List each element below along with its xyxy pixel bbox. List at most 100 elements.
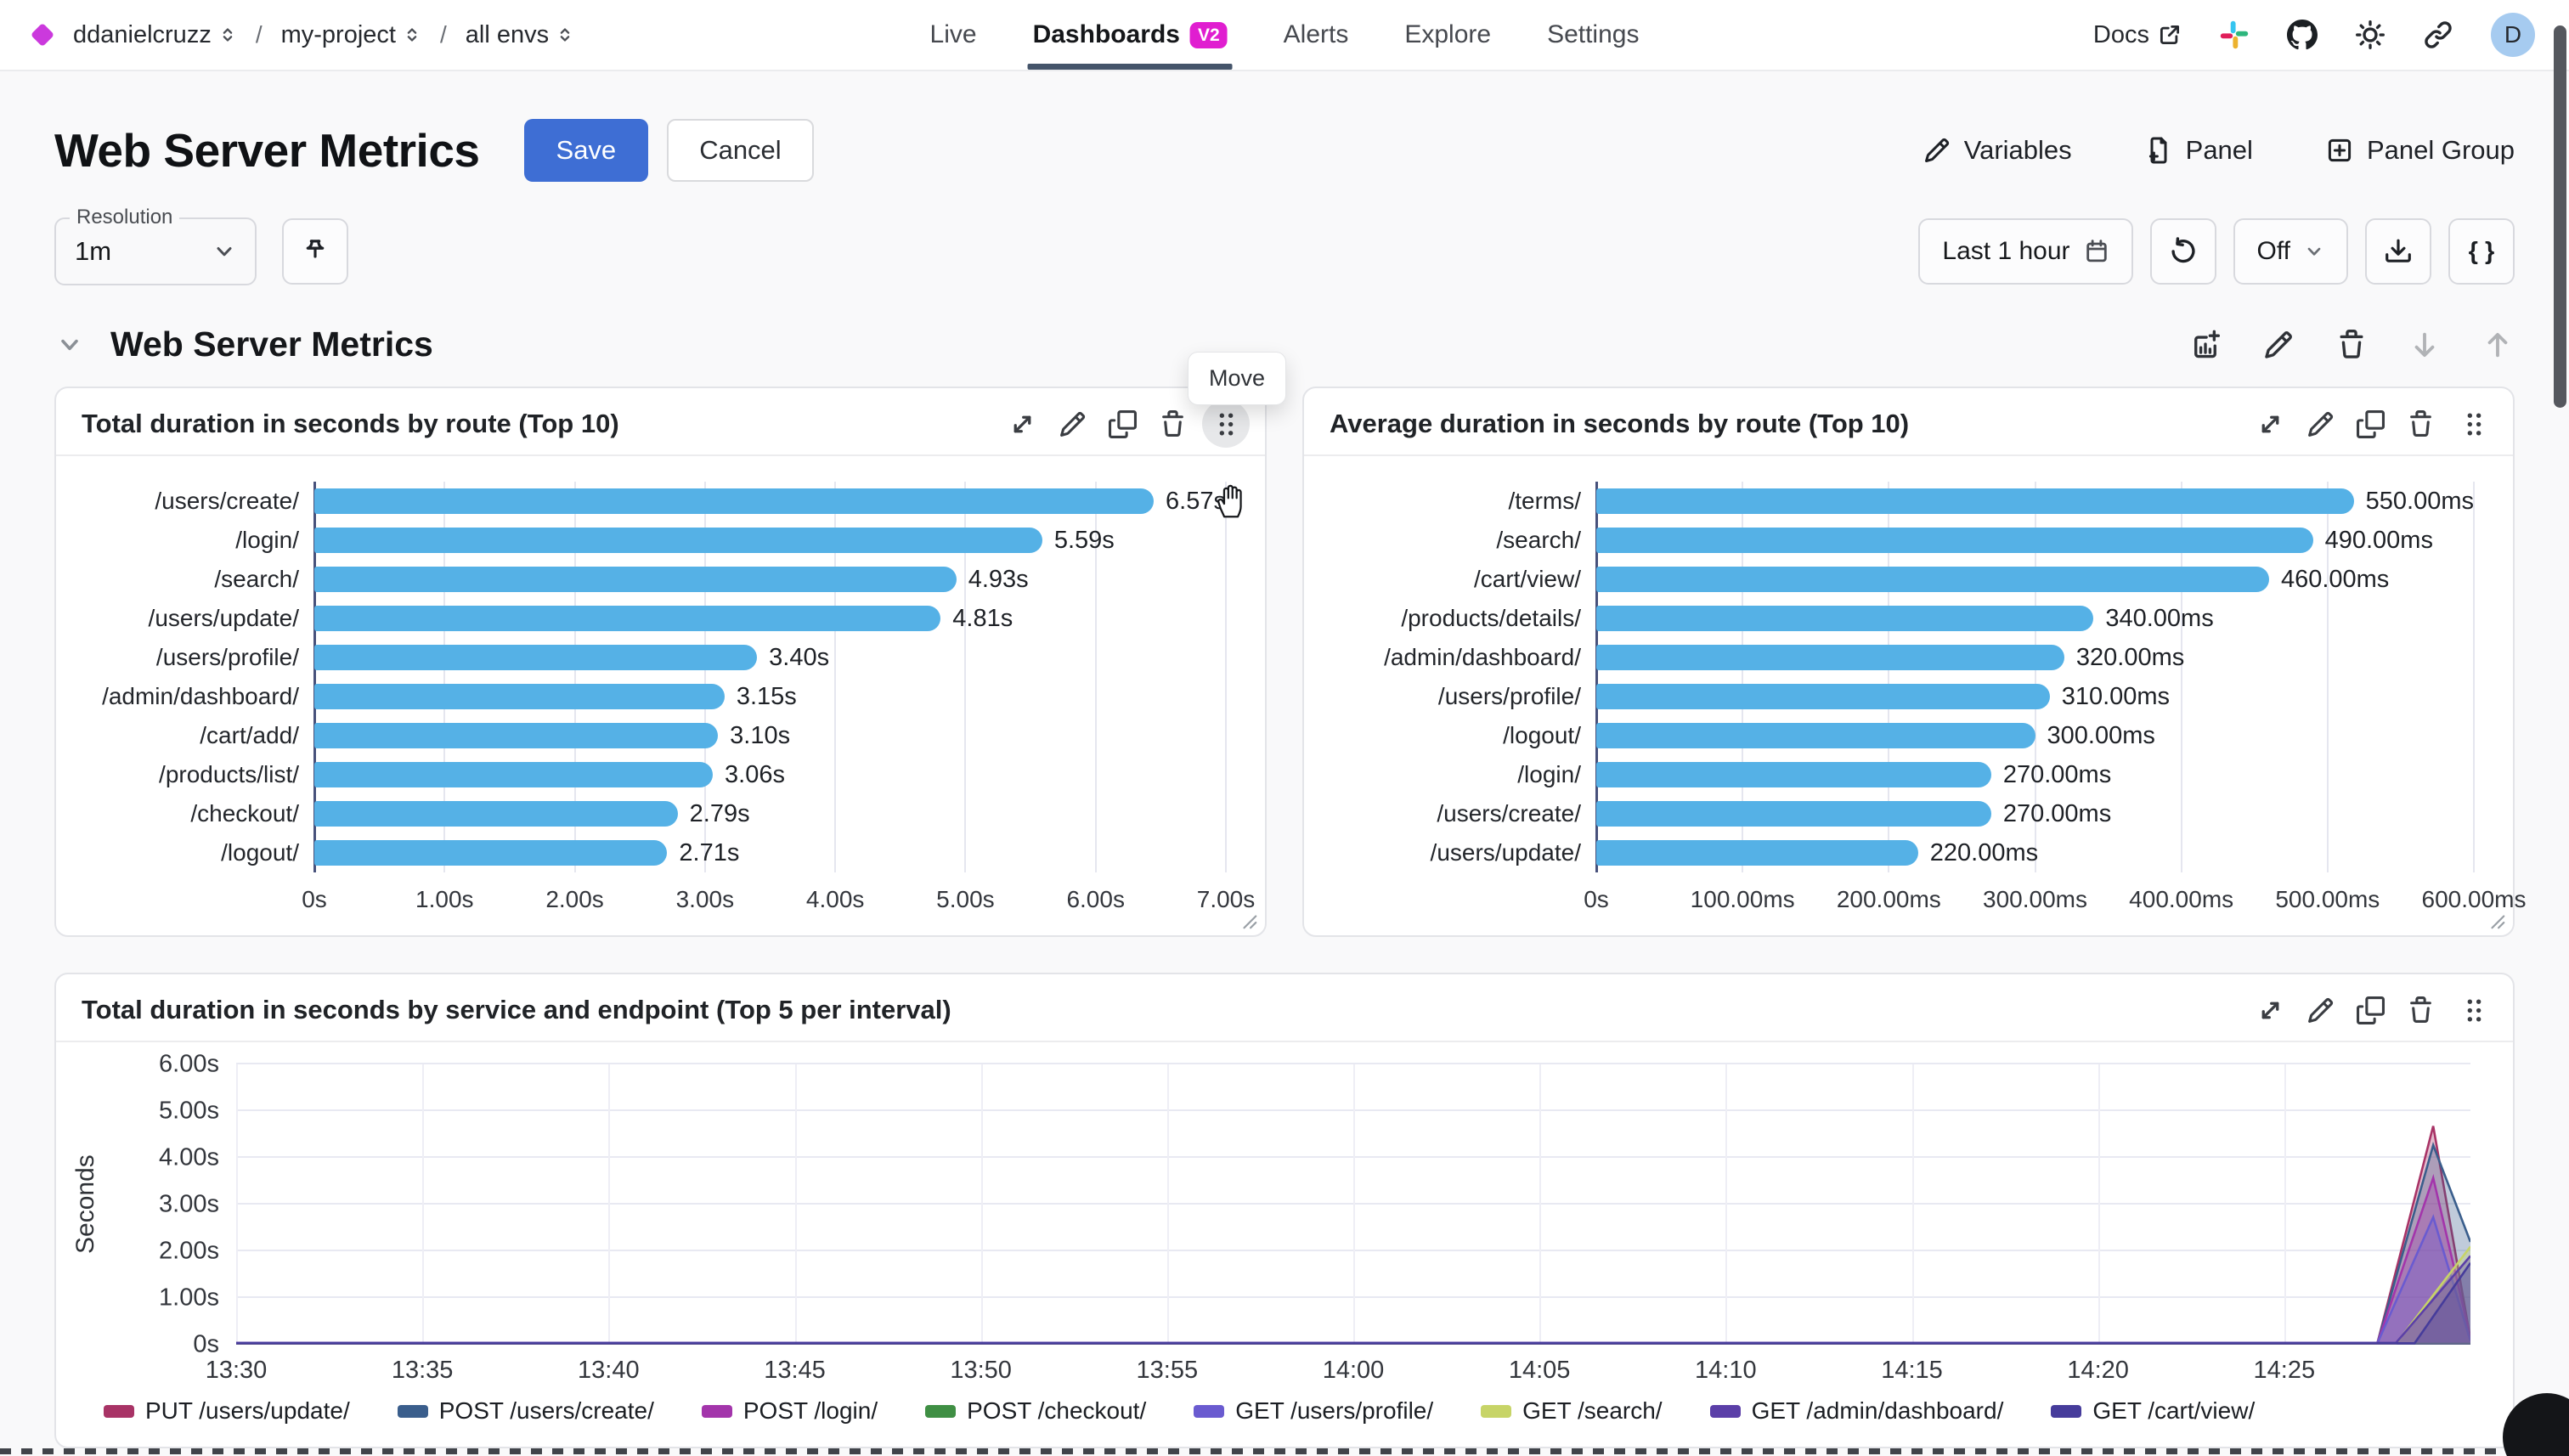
legend-item[interactable]: GET /cart/view/ <box>2051 1397 2255 1425</box>
legend-label: POST /users/create/ <box>438 1397 654 1424</box>
json-editor-button[interactable]: { } <box>2448 218 2515 285</box>
bar[interactable] <box>1596 488 2354 514</box>
bar[interactable] <box>1596 840 1918 866</box>
move-section-up-icon[interactable] <box>2482 330 2513 360</box>
series-line <box>236 1126 2470 1344</box>
x-tick-label: 0s <box>1584 886 1609 912</box>
collapse-chevron-icon[interactable] <box>56 331 83 358</box>
github-icon[interactable] <box>2287 20 2318 50</box>
resize-grip-icon[interactable] <box>1239 911 1258 930</box>
edit-panel-icon[interactable] <box>2306 996 2335 1024</box>
delete-panel-icon[interactable] <box>1159 409 1187 438</box>
bar-value-label: 270.00ms <box>2002 760 2112 788</box>
expand-panel-icon[interactable] <box>2256 410 2284 438</box>
breadcrumb-org[interactable]: ddanielcruzz <box>73 21 237 49</box>
bar[interactable] <box>1596 645 2064 670</box>
legend-item[interactable]: GET /users/profile/ <box>1194 1397 1433 1425</box>
legend-item[interactable]: POST /login/ <box>701 1397 878 1425</box>
legend-item[interactable]: GET /admin/dashboard/ <box>1709 1397 2003 1425</box>
expand-panel-icon[interactable] <box>1008 410 1036 438</box>
y-tick-label: 4.00s <box>159 1143 219 1171</box>
bar[interactable] <box>1596 762 1991 787</box>
add-chart-icon[interactable] <box>2190 330 2221 360</box>
tab-explore[interactable]: Explore <box>1404 0 1491 70</box>
resize-grip-icon[interactable] <box>2487 911 2506 930</box>
docs-link[interactable]: Docs <box>2093 21 2182 49</box>
bar[interactable] <box>314 488 1155 514</box>
line-plot-area[interactable] <box>236 1063 2470 1345</box>
add-panel-group-button[interactable]: Panel Group <box>2326 135 2515 166</box>
slack-icon[interactable] <box>2219 20 2250 50</box>
save-button[interactable]: Save <box>523 119 649 182</box>
y-tick-label: 0s <box>193 1330 219 1358</box>
vertical-scrollbar[interactable] <box>2554 25 2566 408</box>
bar[interactable] <box>314 762 714 787</box>
legend-item[interactable]: POST /users/create/ <box>397 1397 654 1425</box>
bar[interactable] <box>1596 528 2313 553</box>
bar[interactable] <box>1596 606 2094 631</box>
plus-square-icon <box>2328 138 2352 162</box>
delete-panel-icon[interactable] <box>2407 996 2435 1024</box>
expand-panel-icon[interactable] <box>2256 996 2284 1024</box>
avatar[interactable]: D <box>2491 13 2535 57</box>
x-tick-label: 400.00ms <box>2129 886 2234 912</box>
docs-label: Docs <box>2092 20 2149 48</box>
tab-dashboards[interactable]: Dashboards V2 <box>1027 0 1233 70</box>
bar-value-label: 4.93s <box>968 565 1029 593</box>
variables-button[interactable]: Variables <box>1923 135 2072 166</box>
bar[interactable] <box>1596 567 2269 592</box>
edit-panel-icon[interactable] <box>1059 410 1087 438</box>
move-section-down-icon[interactable] <box>2409 330 2440 360</box>
bar[interactable] <box>314 567 957 592</box>
bar-category-labels: /terms/ /search/ /cart/view/ /products/deta… <box>1316 482 1596 922</box>
bar-category-label: /admin/dashboard/ <box>1384 644 1581 670</box>
drag-handle[interactable] <box>1202 400 1250 448</box>
cancel-button[interactable]: Cancel <box>667 119 814 182</box>
bar[interactable] <box>1596 684 2050 709</box>
share-link-icon[interactable] <box>2423 20 2453 50</box>
drag-handle[interactable] <box>2450 400 2498 448</box>
bar[interactable] <box>314 684 725 709</box>
breadcrumb-project[interactable]: my-project <box>281 21 421 49</box>
bar[interactable] <box>1596 723 2035 748</box>
breadcrumb-env[interactable]: all envs <box>466 21 574 49</box>
delete-section-icon[interactable] <box>2336 329 2367 360</box>
drag-handle[interactable] <box>2450 986 2498 1034</box>
edit-section-icon[interactable] <box>2263 330 2294 360</box>
duplicate-panel-icon[interactable] <box>2357 996 2385 1024</box>
tab-settings[interactable]: Settings <box>1547 0 1639 70</box>
tab-alerts[interactable]: Alerts <box>1284 0 1349 70</box>
pin-button[interactable] <box>282 218 348 285</box>
theme-sun-icon[interactable] <box>2355 20 2386 50</box>
bar[interactable] <box>314 723 719 748</box>
bar[interactable] <box>314 801 678 827</box>
time-range-button[interactable]: Last 1 hour <box>1918 218 2133 285</box>
duplicate-panel-icon[interactable] <box>2357 409 2385 438</box>
bar[interactable] <box>314 645 758 670</box>
resolution-select[interactable]: Resolution 1m <box>54 206 257 285</box>
add-panel-button[interactable]: Panel <box>2145 135 2253 166</box>
bar-row: 460.00ms <box>1596 560 2474 599</box>
download-button[interactable] <box>2365 218 2431 285</box>
bar[interactable] <box>314 840 668 866</box>
tab-live[interactable]: Live <box>930 0 977 70</box>
auto-refresh-select[interactable]: Off <box>2233 218 2348 285</box>
delete-panel-icon[interactable] <box>2407 409 2435 438</box>
bar-value-label: 5.59s <box>1053 526 1115 554</box>
bar-row: 320.00ms <box>1596 638 2474 677</box>
bar-plot-area: 6.57s 5.59s 4.93s 4.81s 3.40s 3.15s 3.10s 3.06s… <box>313 482 1227 872</box>
bar[interactable] <box>314 528 1042 553</box>
bar-value-label: 320.00ms <box>2075 643 2185 671</box>
series-area <box>236 1177 2470 1345</box>
legend-item[interactable]: GET /search/ <box>1481 1397 1663 1425</box>
bar[interactable] <box>1596 801 1991 827</box>
legend-item[interactable]: POST /checkout/ <box>925 1397 1146 1425</box>
edit-panel-icon[interactable] <box>2306 410 2335 438</box>
x-tick-label: 600.00ms <box>2421 886 2527 912</box>
duplicate-panel-icon[interactable] <box>1109 409 1137 438</box>
refresh-button[interactable] <box>2149 218 2216 285</box>
gridline <box>1888 482 1890 872</box>
app-logo[interactable] <box>30 22 55 48</box>
legend-item[interactable]: PUT /users/update/ <box>104 1397 350 1425</box>
bar[interactable] <box>314 606 941 631</box>
